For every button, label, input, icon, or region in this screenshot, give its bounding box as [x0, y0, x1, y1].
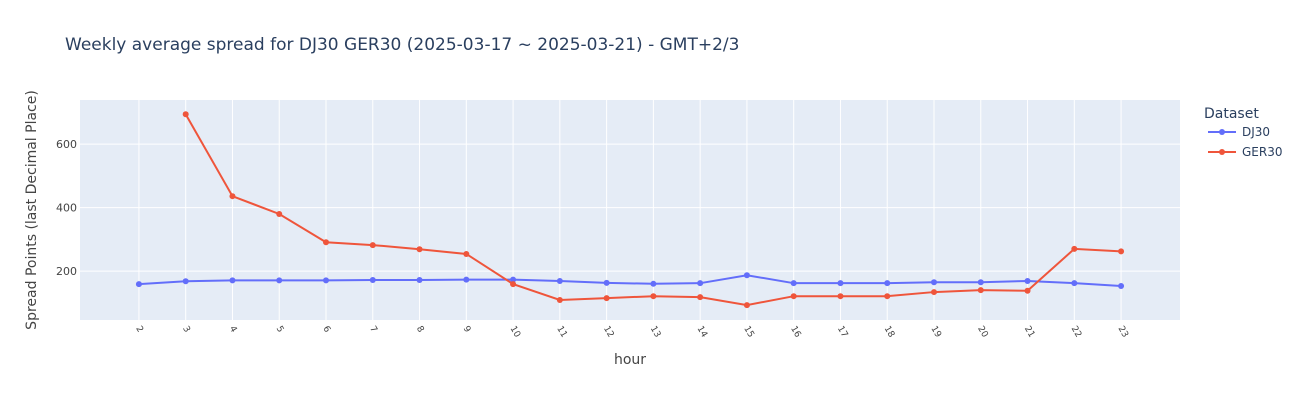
point — [229, 277, 236, 284]
point — [837, 280, 844, 287]
x-tick-label: 5 — [274, 325, 286, 335]
point — [416, 246, 423, 253]
x-tick-label: 20 — [975, 325, 990, 340]
point — [650, 293, 657, 300]
point — [743, 302, 750, 309]
x-tick-label: 18 — [882, 325, 897, 340]
point — [510, 281, 517, 288]
plot-area — [80, 100, 1180, 320]
point — [276, 277, 283, 284]
marks — [135, 111, 1125, 309]
point — [790, 293, 797, 300]
x-tick-label: 6 — [320, 325, 332, 335]
x-tick-label: 14 — [695, 325, 710, 340]
point — [463, 276, 470, 283]
point — [743, 272, 750, 279]
x-tick-label: 13 — [648, 325, 662, 340]
point — [884, 280, 891, 287]
point — [323, 277, 330, 284]
x-tick-label: 12 — [601, 325, 615, 340]
point — [182, 278, 189, 285]
point — [416, 277, 423, 283]
x-tick-label: 7 — [367, 325, 379, 335]
legend-label: GER30 — [1242, 145, 1283, 159]
point — [650, 280, 657, 287]
x-tick-label: 9 — [461, 325, 473, 335]
point — [884, 293, 891, 300]
y-tick-label: 600 — [56, 138, 77, 151]
x-tick-label: 16 — [788, 325, 803, 340]
point — [697, 294, 704, 301]
point — [229, 193, 236, 200]
x-tick-label: 10 — [507, 325, 522, 340]
y-axis-label: Spread Points (last Decimal Place) — [24, 90, 40, 330]
point — [182, 111, 189, 118]
point — [135, 281, 142, 288]
chart-title: Weekly average spread for DJ30 GER30 (20… — [65, 35, 739, 55]
point — [510, 276, 517, 283]
point — [1118, 283, 1125, 290]
x-tick-label: 22 — [1069, 325, 1083, 340]
point — [697, 280, 704, 287]
x-tick-label: 15 — [741, 325, 755, 340]
x-tick-label: 3 — [180, 325, 192, 335]
series-line — [138, 274, 1122, 288]
point — [930, 279, 937, 286]
x-tick-label: 23 — [1115, 325, 1129, 340]
x-tick-label: 11 — [554, 325, 568, 340]
y-tick-label: 200 — [56, 265, 77, 278]
point — [930, 289, 937, 296]
point — [556, 277, 563, 284]
point — [556, 297, 563, 303]
x-axis-label: hour — [614, 352, 646, 368]
legend-marker — [1219, 149, 1225, 155]
point — [790, 280, 797, 287]
x-tick-label: 17 — [835, 325, 849, 340]
point — [276, 210, 283, 217]
legend-label: DJ30 — [1242, 125, 1270, 139]
x-tick-label: 21 — [1022, 325, 1036, 340]
x-tick-label: 2 — [133, 325, 145, 335]
y-tick-label: 400 — [56, 202, 77, 215]
x-tick-label: 19 — [928, 325, 943, 340]
point — [603, 279, 610, 286]
point — [369, 242, 376, 249]
point — [1071, 280, 1078, 287]
x-tick-label: 4 — [227, 325, 239, 335]
point — [323, 239, 330, 246]
point — [1024, 277, 1031, 284]
point — [1024, 287, 1031, 294]
point — [369, 277, 376, 283]
point — [1071, 245, 1078, 252]
point — [1118, 248, 1125, 255]
legend-title: Dataset — [1204, 106, 1259, 122]
point — [977, 287, 984, 294]
x-tick-label: 8 — [414, 325, 426, 335]
point — [463, 250, 470, 257]
point — [837, 293, 844, 300]
legend-marker — [1219, 129, 1225, 135]
point — [977, 279, 984, 286]
point — [603, 295, 610, 302]
